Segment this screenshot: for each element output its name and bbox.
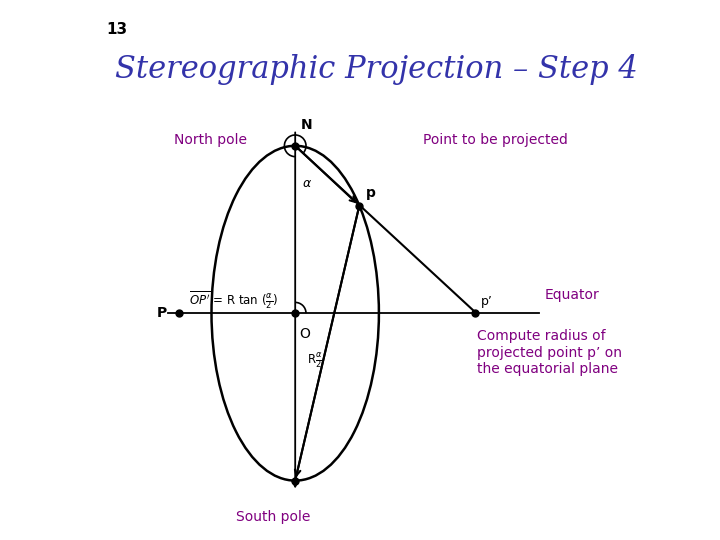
Text: R$\frac{\alpha}{2}$: R$\frac{\alpha}{2}$	[307, 352, 323, 372]
Point	[289, 476, 301, 485]
Text: $\overline{OP'}$ = R tan ($\frac{\alpha}{2}$): $\overline{OP'}$ = R tan ($\frac{\alpha}…	[189, 289, 278, 310]
Text: p’: p’	[481, 295, 493, 308]
Text: P: P	[157, 306, 167, 320]
Text: O: O	[300, 327, 310, 341]
Text: 13: 13	[107, 22, 127, 37]
Text: Point to be projected: Point to be projected	[423, 133, 567, 147]
Point	[354, 201, 365, 210]
Point	[289, 141, 301, 150]
Point	[174, 309, 185, 318]
Text: N: N	[301, 118, 312, 132]
Text: Stereographic Projection – Step 4: Stereographic Projection – Step 4	[114, 54, 638, 85]
Text: South pole: South pole	[236, 510, 311, 524]
Point	[289, 309, 301, 318]
Point	[469, 309, 480, 318]
Text: North pole: North pole	[174, 133, 246, 147]
Text: α: α	[303, 177, 311, 190]
Text: p: p	[366, 186, 376, 200]
Text: Compute radius of
projected point p’ on
the equatorial plane: Compute radius of projected point p’ on …	[477, 329, 622, 376]
Text: Equator: Equator	[545, 288, 600, 302]
